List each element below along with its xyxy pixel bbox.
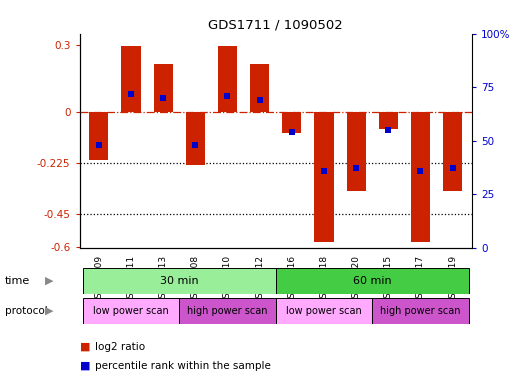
Point xyxy=(191,142,200,148)
Point xyxy=(255,97,264,103)
Bar xyxy=(179,298,276,324)
Bar xyxy=(314,112,333,242)
Point xyxy=(384,127,392,133)
Bar xyxy=(186,112,205,165)
Text: low power scan: low power scan xyxy=(93,306,169,316)
Bar xyxy=(346,112,366,191)
Point xyxy=(448,165,457,171)
Bar xyxy=(122,46,141,112)
Point xyxy=(320,168,328,174)
Text: ■: ■ xyxy=(80,361,90,370)
Bar xyxy=(83,268,276,294)
Bar xyxy=(411,112,430,242)
Point xyxy=(417,168,425,174)
Title: GDS1711 / 1090502: GDS1711 / 1090502 xyxy=(208,18,343,31)
Text: 30 min: 30 min xyxy=(160,276,199,286)
Bar xyxy=(443,112,462,191)
Point xyxy=(288,129,296,135)
Point xyxy=(223,93,231,99)
Bar xyxy=(276,268,469,294)
Text: high power scan: high power scan xyxy=(187,306,268,316)
Point xyxy=(95,142,103,148)
Text: ▶: ▶ xyxy=(45,276,53,286)
Text: percentile rank within the sample: percentile rank within the sample xyxy=(95,361,271,370)
Point xyxy=(159,95,167,101)
Text: protocol: protocol xyxy=(5,306,48,316)
Bar xyxy=(372,298,469,324)
Bar xyxy=(276,298,372,324)
Text: ▶: ▶ xyxy=(45,306,53,316)
Point xyxy=(352,165,360,171)
Text: low power scan: low power scan xyxy=(286,306,362,316)
Bar xyxy=(89,112,108,160)
Bar xyxy=(379,112,398,129)
Bar xyxy=(282,112,302,133)
Bar xyxy=(153,64,173,112)
Text: high power scan: high power scan xyxy=(380,306,461,316)
Text: ■: ■ xyxy=(80,342,90,352)
Bar xyxy=(218,46,237,112)
Text: 60 min: 60 min xyxy=(353,276,391,286)
Bar xyxy=(83,298,179,324)
Bar xyxy=(250,64,269,112)
Text: time: time xyxy=(5,276,30,286)
Point xyxy=(127,91,135,97)
Text: log2 ratio: log2 ratio xyxy=(95,342,145,352)
